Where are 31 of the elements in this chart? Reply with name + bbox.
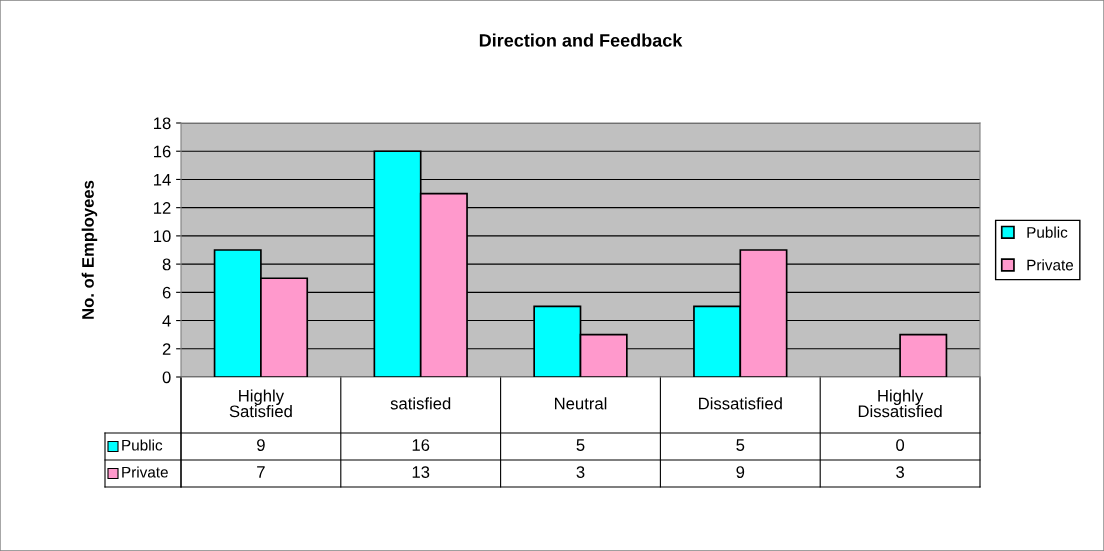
legend-label: Private bbox=[1027, 259, 1074, 271]
text: Private bbox=[122, 466, 168, 478]
y-tick-label: 14 bbox=[154, 174, 171, 186]
y-tick-label: 16 bbox=[154, 145, 171, 158]
y-tick-label: 10 bbox=[154, 230, 171, 243]
y-tick-label: 2 bbox=[162, 343, 171, 355]
y-tick-label: 0 bbox=[162, 371, 171, 384]
y-tick-label: 12 bbox=[154, 202, 171, 214]
data-label: 7 bbox=[257, 466, 265, 478]
data-label: 3 bbox=[576, 466, 585, 478]
x-tick-label: Highly Satisfied bbox=[229, 389, 292, 418]
y-tick-label: 8 bbox=[162, 258, 171, 271]
y-tick-label: 6 bbox=[162, 286, 171, 299]
data-label: 9 bbox=[736, 466, 745, 478]
legend-label: Public bbox=[122, 439, 163, 451]
data-label: 9 bbox=[257, 439, 265, 451]
data-label: 3 bbox=[896, 466, 904, 478]
y-axis-title: No. of Employees bbox=[81, 180, 98, 319]
y-tick-label: 4 bbox=[162, 315, 171, 327]
x-tick-label: satisfied bbox=[390, 397, 451, 410]
y-tick-label: 18 bbox=[154, 117, 171, 130]
x-tick-label: Dissatisfied bbox=[699, 397, 782, 410]
data-label: 5 bbox=[736, 439, 745, 451]
chart-title: Direction and Feedback bbox=[479, 33, 683, 47]
data-label: 13 bbox=[412, 466, 430, 478]
data-label: 0 bbox=[896, 439, 905, 451]
data-label: 5 bbox=[576, 439, 585, 451]
x-tick-label: Highly Dissatisfied bbox=[858, 389, 942, 418]
text: Public bbox=[1027, 226, 1068, 238]
data-label: 16 bbox=[412, 439, 430, 451]
x-tick-label: Neutral bbox=[555, 397, 607, 410]
